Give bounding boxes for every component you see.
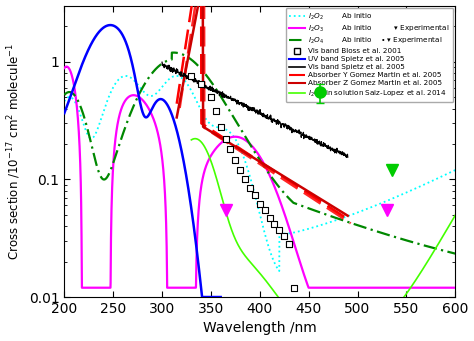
Point <box>275 227 283 233</box>
Point <box>232 158 239 163</box>
Point <box>246 185 254 190</box>
Point <box>241 177 249 182</box>
Point <box>188 74 195 79</box>
Legend: $I_2O_2$        Ab initio, $I_2O_3$        Ab initio          $\blacktriangledow: $I_2O_2$ Ab initio, $I_2O_3$ Ab initio $… <box>285 8 453 102</box>
Point <box>271 221 278 226</box>
Point <box>261 207 268 213</box>
Point <box>217 124 225 130</box>
Point <box>285 242 293 247</box>
Point <box>227 147 234 152</box>
Point <box>281 233 288 239</box>
Y-axis label: Cross section /10$^{-17}$ cm$^2$ molecule$^{-1}$: Cross section /10$^{-17}$ cm$^2$ molecul… <box>6 43 23 260</box>
X-axis label: Wavelength /nm: Wavelength /nm <box>203 322 317 336</box>
Point <box>237 167 244 173</box>
Point <box>256 201 264 207</box>
Point <box>285 242 293 247</box>
Point <box>290 285 298 291</box>
Point <box>197 81 205 86</box>
Point <box>266 215 273 221</box>
Point <box>207 94 215 100</box>
Point <box>222 136 229 142</box>
Point <box>212 108 219 114</box>
Point <box>251 193 259 198</box>
